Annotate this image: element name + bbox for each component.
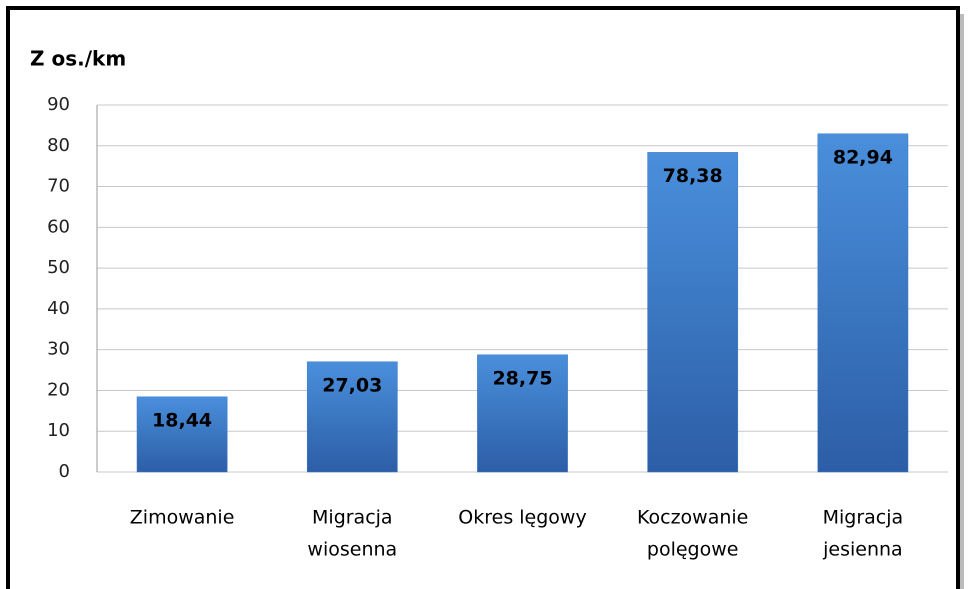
x-tick-label: jesienna [822,539,903,561]
y-tick-label: 50 [47,257,70,278]
y-tick-label: 80 [47,135,70,156]
chart-title: Z os./km [30,47,126,71]
y-tick-label: 70 [47,176,70,197]
value-label: 28,75 [492,367,552,389]
bar [817,133,909,473]
x-tick-label: Migracja [823,507,904,529]
bar [306,361,398,473]
y-tick-label: 20 [47,379,70,400]
bar [477,354,568,473]
value-label: 18,44 [152,409,212,431]
x-tick-label: Okres lęgowy [458,507,586,529]
value-label: 82,94 [833,146,893,168]
bar [647,152,739,473]
bar [136,396,228,473]
x-tick-label: Koczowanie [637,507,748,529]
y-tick-label: 40 [47,298,70,319]
value-label: 78,38 [663,165,723,187]
y-tick-label: 30 [47,339,70,360]
x-tick-label: Zimowanie [130,507,235,529]
y-tick-label: 10 [47,420,70,441]
value-label: 27,03 [322,374,382,396]
x-tick-label: wiosenna [307,539,397,561]
y-tick-label: 0 [59,461,70,482]
frame-shadow [958,14,964,589]
x-tick-label: polęgowe [647,539,739,561]
y-tick-label: 60 [47,216,70,237]
frame [6,6,960,589]
y-tick-label: 90 [47,94,70,115]
x-tick-label: Migracja [312,507,393,529]
